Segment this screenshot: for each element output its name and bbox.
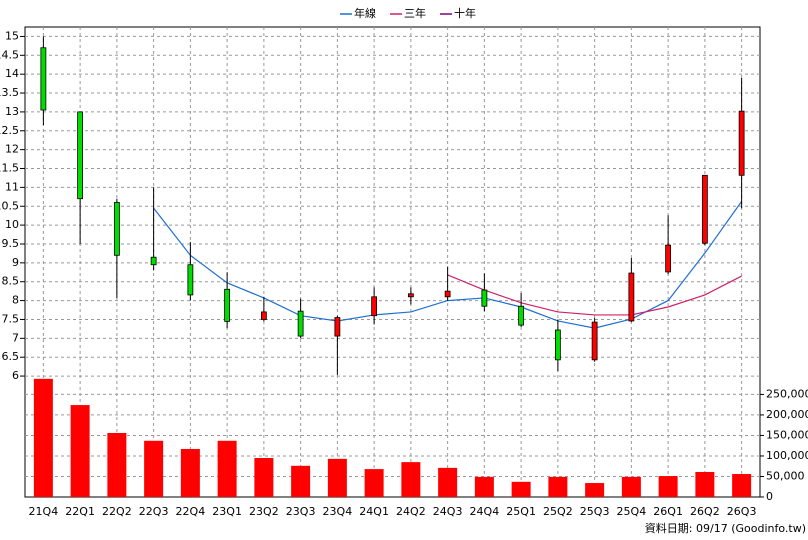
plot-frame	[24, 26, 761, 498]
y-tick-label: 11	[5, 180, 19, 193]
y2-tick-label: 250,000	[766, 387, 808, 400]
y-tick-label: 9.5	[2, 237, 20, 250]
candle-body	[481, 289, 488, 307]
y-tick-label: 8	[12, 294, 19, 307]
candle-body	[113, 202, 120, 256]
volume-bar	[401, 462, 421, 497]
candle-body	[260, 311, 267, 320]
x-tick-label: 24Q3	[433, 505, 463, 518]
candle-body	[40, 47, 47, 111]
x-tick-label: 23Q4	[323, 505, 353, 518]
candle-body	[628, 272, 635, 322]
volume-bar	[364, 469, 384, 497]
candle-body	[701, 174, 708, 244]
y-tick-label: 7	[12, 331, 19, 344]
y-tick-label: 13	[5, 105, 19, 118]
x-tick-label: 23Q1	[212, 505, 242, 518]
candle-body	[334, 317, 341, 337]
volume-bar	[254, 458, 274, 497]
volume-bar	[33, 378, 53, 497]
x-tick-label: 23Q3	[286, 505, 316, 518]
y-tick-label: 12	[5, 143, 19, 156]
candle-body	[518, 305, 525, 326]
y-tick-label: 6.5	[2, 350, 20, 363]
legend-label: 年線	[354, 6, 376, 20]
volume-bar	[70, 405, 90, 497]
volume-bar	[732, 474, 752, 497]
line-series	[447, 274, 742, 316]
x-tick-label: 24Q2	[396, 505, 426, 518]
candle-body	[224, 288, 231, 322]
x-tick-label: 24Q4	[470, 505, 500, 518]
x-tick-label: 22Q2	[102, 505, 132, 518]
y2-tick-label: 200,000	[766, 408, 808, 421]
x-tick-label: 22Q3	[139, 505, 169, 518]
x-tick-label: 21Q4	[29, 505, 59, 518]
candle-body	[77, 111, 84, 200]
volume-bar	[144, 440, 164, 497]
y-tick-label: 6	[12, 369, 19, 382]
y-tick-label: 7.5	[2, 312, 20, 325]
x-tick-label: 25Q1	[506, 505, 536, 518]
candle-body	[297, 310, 304, 337]
x-tick-label: 25Q4	[617, 505, 647, 518]
y-tick-label: 12.5	[0, 124, 19, 137]
y-tick-label: 9	[12, 256, 19, 269]
candle-body	[554, 329, 561, 361]
volume-bar	[217, 440, 237, 497]
y2-tick-label: 50,000	[766, 469, 805, 482]
y-tick-label: 8.5	[2, 275, 20, 288]
volume-bar	[107, 432, 127, 497]
legend-label: 十年	[454, 6, 476, 20]
volume-bar	[548, 476, 568, 497]
volume-bar	[327, 458, 347, 497]
x-tick-label: 25Q3	[580, 505, 610, 518]
y-tick-label: 15	[5, 29, 19, 42]
y-tick-label: 11.5	[0, 162, 19, 175]
x-tick-label: 26Q2	[690, 505, 720, 518]
candle-body	[591, 321, 598, 361]
volume-bar	[511, 481, 531, 497]
candle-body	[407, 293, 414, 298]
volume-bar	[180, 448, 200, 497]
candle-body	[187, 264, 194, 296]
y-tick-label: 10	[5, 218, 19, 231]
y2-tick-label: 100,000	[766, 449, 808, 462]
y2-tick-label: 0	[766, 490, 773, 503]
candle-body	[371, 296, 378, 317]
y-tick-label: 13.5	[0, 86, 19, 99]
candle-body	[150, 256, 157, 266]
y2-tick-label: 150,000	[766, 428, 808, 441]
volume-bar	[695, 471, 715, 497]
volume-bar	[585, 483, 605, 497]
volume-bar	[474, 476, 494, 497]
volume-bar	[621, 476, 641, 497]
y-tick-label: 10.5	[0, 199, 19, 212]
x-tick-label: 26Q1	[653, 505, 683, 518]
x-tick-label: 25Q2	[543, 505, 573, 518]
x-tick-label: 24Q1	[359, 505, 389, 518]
y-tick-label: 14	[5, 67, 19, 80]
x-tick-label: 26Q3	[727, 505, 757, 518]
volume-bar	[438, 467, 458, 497]
x-tick-label: 23Q2	[249, 505, 279, 518]
legend-label: 三年	[404, 6, 426, 20]
x-tick-label: 22Q1	[65, 505, 95, 518]
footer: 資料日期: 09/17 (Goodinfo.tw)	[645, 521, 806, 535]
candle-body	[444, 290, 451, 298]
volume-bar	[291, 465, 311, 497]
volume-bar	[658, 476, 678, 497]
candle-body	[738, 110, 745, 176]
y-tick-label: 14.5	[0, 48, 19, 61]
candle-body	[665, 244, 672, 273]
x-tick-label: 22Q4	[176, 505, 206, 518]
